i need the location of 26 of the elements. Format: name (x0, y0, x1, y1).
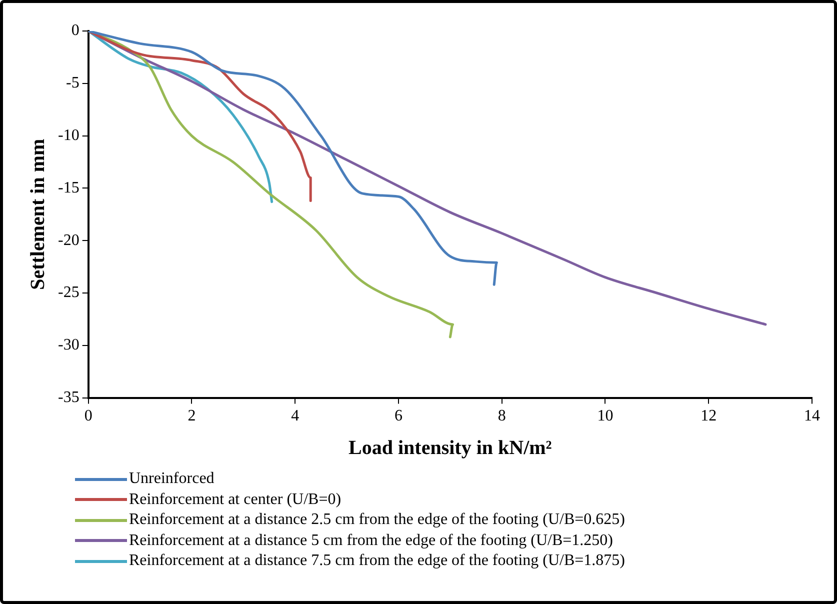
line-series (88, 31, 312, 202)
line-series (88, 31, 767, 326)
y-tick-label: -30 (58, 336, 80, 354)
x-tick-label: 8 (498, 408, 506, 425)
legend-label: Reinforcement at a distance 5 cm from the edge of the footing (U/B=1.250) (129, 532, 613, 550)
x-tick-label: 0 (84, 408, 92, 425)
x-tick-label: 12 (700, 408, 717, 425)
y-tick-label: -25 (58, 284, 80, 302)
y-tick-label: -20 (58, 232, 80, 249)
y-tick-label: -15 (58, 179, 80, 196)
y-tick-label: 0 (71, 22, 80, 40)
legend-label: Reinforcement at a distance 7.5 cm from the edge of the footing (U/B=1.875) (129, 552, 625, 570)
y-tick-label: -10 (58, 127, 80, 144)
y-axis-title: Settlement in mm (27, 138, 50, 290)
x-tick-label: 6 (394, 408, 402, 425)
line-series (88, 31, 498, 286)
y-tick-label: -35 (58, 389, 80, 406)
legend-label: Reinforcement at a distance 2.5 cm from the edge of the footing (U/B=0.625) (129, 511, 625, 530)
legend-label: Unreinforced (129, 470, 214, 488)
y-tick-label: -5 (66, 74, 80, 92)
x-axis-title: Load intensity in kN/m² (348, 437, 552, 460)
x-tick-label: 10 (597, 408, 614, 425)
x-tick-label: 4 (291, 408, 300, 425)
legend-label: Reinforcement at center (U/B=0) (129, 490, 342, 509)
x-tick-label: 2 (188, 408, 196, 425)
x-tick-label: 14 (804, 408, 820, 425)
